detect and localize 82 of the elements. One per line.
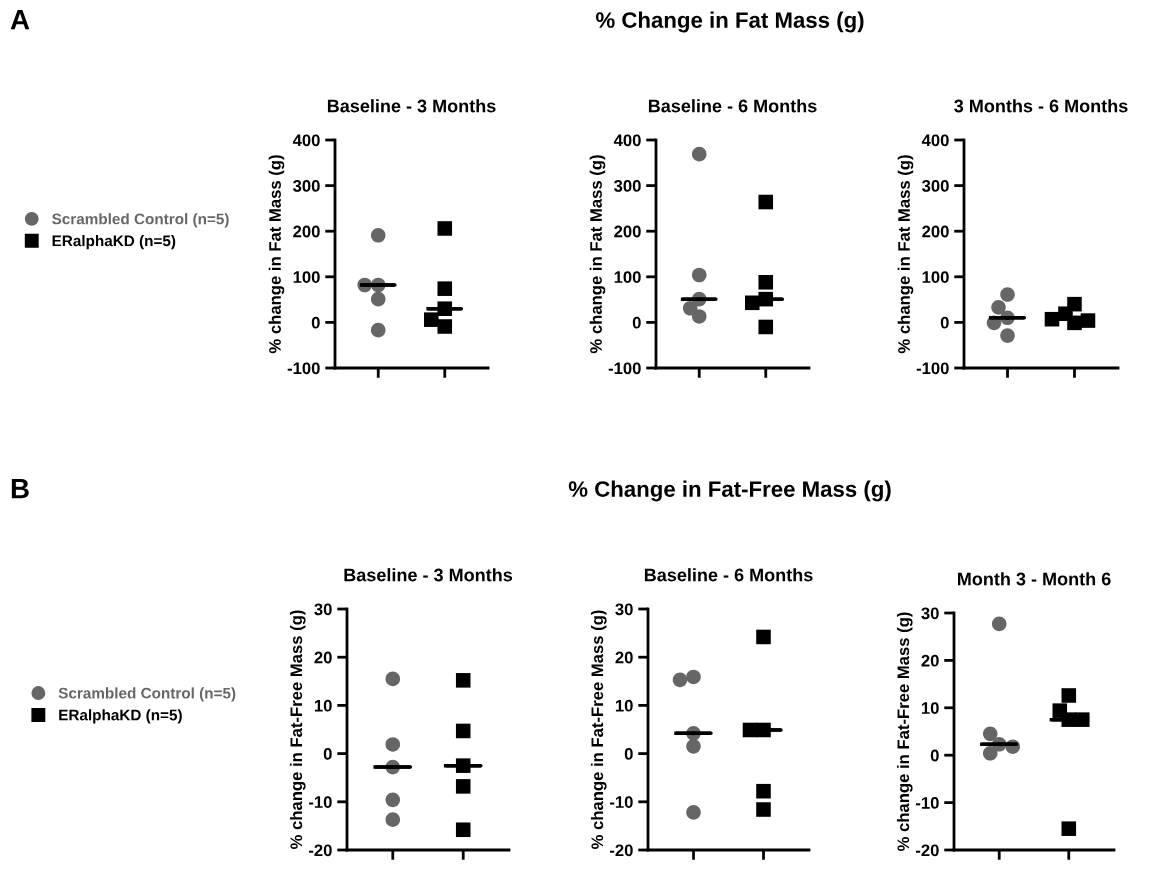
- y-tick-label: 300: [921, 180, 949, 192]
- point: [455, 723, 471, 739]
- y-axis-title: % change in Fat-Free Mass (g): [896, 612, 913, 852]
- point: [455, 673, 471, 688]
- y-tick-label: 30: [921, 607, 939, 620]
- text: A: [10, 10, 30, 30]
- y-tick-label: -20: [915, 844, 939, 857]
- point: [385, 737, 401, 752]
- y-tick-label: 300: [292, 180, 320, 192]
- y-tick-label: -20: [609, 844, 633, 857]
- point: [686, 805, 701, 820]
- y-tick-label: -100: [287, 362, 320, 375]
- point: [437, 221, 453, 236]
- y-tick-label: 100: [293, 271, 320, 283]
- point: [756, 629, 771, 645]
- y-tick-label: 200: [293, 225, 320, 238]
- point: [691, 146, 707, 162]
- y-tick-label: 200: [922, 225, 949, 238]
- y-tick-label: 400: [921, 134, 949, 147]
- point: [370, 291, 386, 307]
- point: [758, 194, 774, 210]
- y-tick-label: 10: [921, 702, 939, 714]
- y-tick-label: -100: [608, 362, 641, 375]
- y-tick-label: 400: [613, 134, 641, 147]
- text: % Change in Fat Mass (g): [595, 11, 864, 33]
- y-tick-label: 10: [615, 699, 633, 712]
- chart-title: Month 3 - Month 6: [957, 572, 1111, 586]
- text: B: [11, 479, 29, 499]
- y-tick-label: -100: [916, 362, 949, 375]
- y-axis-title: % change in Fat-Free Mass (g): [590, 610, 607, 850]
- y-tick-label: 10: [314, 699, 332, 712]
- chart-title: Baseline - 3 Months: [327, 99, 496, 113]
- legend-label: ERalphaKD (n=5): [52, 235, 176, 250]
- y-axis-title: % change in Fat Mass (g): [589, 155, 606, 354]
- y-tick-label: 30: [615, 603, 633, 616]
- y-axis-title: % change in Fat Mass (g): [268, 155, 285, 354]
- y-tick-label: 400: [292, 134, 320, 147]
- legend-label: ERalphaKD (n=5): [59, 709, 182, 724]
- y-tick-label: 0: [940, 316, 949, 329]
- point: [385, 792, 401, 808]
- point: [758, 274, 774, 290]
- chart-title: Baseline - 6 Months: [644, 568, 813, 582]
- point: [437, 319, 453, 334]
- point: [437, 281, 453, 296]
- y-tick-label: 0: [930, 749, 939, 762]
- y-tick-label: 0: [311, 316, 320, 329]
- y-tick-label: -10: [609, 796, 633, 808]
- y-axis-title: % change in Fat Mass (g): [897, 155, 914, 354]
- y-tick-label: 100: [922, 271, 949, 283]
- y-tick-label: 200: [614, 225, 641, 238]
- point: [691, 309, 707, 324]
- point: [686, 669, 701, 685]
- y-tick-label: 300: [613, 180, 641, 192]
- y-tick-label: 20: [314, 651, 332, 664]
- point: [756, 802, 771, 817]
- point: [756, 783, 771, 799]
- point: [455, 779, 471, 794]
- y-tick-label: 0: [624, 748, 633, 760]
- y-tick-label: 0: [323, 748, 332, 760]
- point: [385, 812, 401, 827]
- y-tick-label: 20: [921, 654, 939, 667]
- y-tick-label: -20: [308, 844, 332, 857]
- chart-title: 3 Months - 6 Months: [954, 99, 1128, 113]
- point: [455, 822, 471, 838]
- point: [385, 671, 401, 687]
- y-tick-label: 30: [314, 603, 332, 616]
- point: [370, 322, 386, 338]
- y-tick-label: -10: [308, 796, 332, 808]
- y-tick-label: 20: [615, 651, 633, 664]
- chart-title: Baseline - 6 Months: [648, 99, 817, 113]
- y-axis-title: % change in Fat-Free Mass (g): [289, 610, 306, 850]
- y-tick-label: 0: [632, 316, 641, 329]
- y-tick-label: 100: [614, 271, 641, 283]
- text: % Change in Fat-Free Mass (g): [568, 480, 891, 502]
- y-tick-label: -10: [915, 797, 939, 809]
- legend-label: Scrambled Control (n=5): [52, 213, 229, 228]
- point: [686, 739, 701, 754]
- legend-label: Scrambled Control (n=5): [58, 687, 236, 702]
- point: [370, 228, 386, 243]
- point: [691, 267, 707, 283]
- chart-title: Baseline - 3 Months: [344, 568, 513, 582]
- point: [758, 319, 774, 335]
